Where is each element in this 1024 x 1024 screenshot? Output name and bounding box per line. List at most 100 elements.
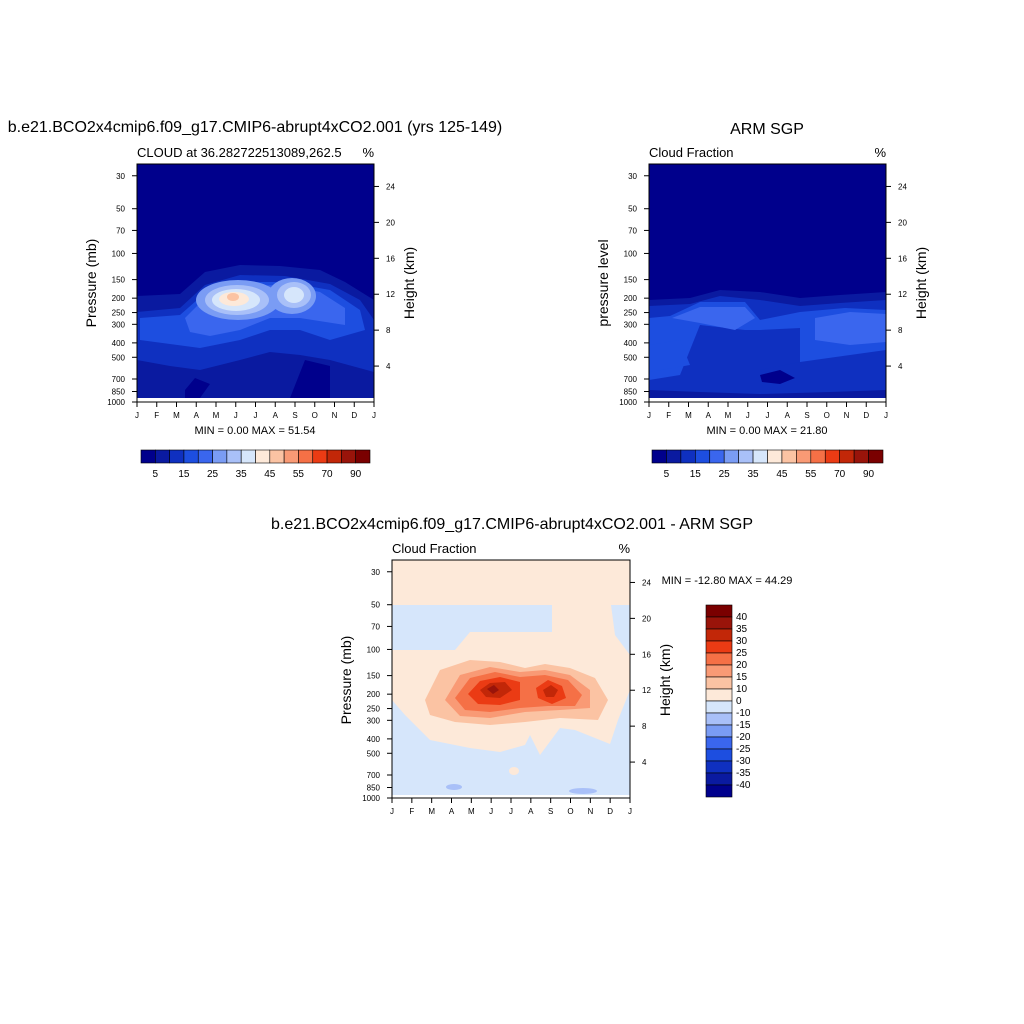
colorbar-box <box>781 449 797 464</box>
x-tick-label: D <box>351 411 357 420</box>
y-tick-label: 250 <box>112 309 126 318</box>
panel-obs-units: % <box>874 145 886 160</box>
y-right-tick-label: 24 <box>386 182 395 191</box>
panel-model-units: % <box>362 145 374 160</box>
y-tick-label: 300 <box>624 320 638 329</box>
colorbar-label: 25 <box>207 469 219 480</box>
colorbar-box <box>212 449 228 464</box>
panel-model-ylabel: Pressure (mb) <box>83 239 99 328</box>
y-right-tick-label: 16 <box>386 254 395 263</box>
colorbar-label: 5 <box>664 469 670 480</box>
colorbar-box <box>705 664 733 678</box>
colorbar-box <box>705 604 733 618</box>
x-tick-label: D <box>863 411 869 420</box>
colorbar-label: 55 <box>805 469 817 480</box>
colorbar-label: -10 <box>736 708 751 719</box>
colorbar-label: 90 <box>863 469 875 480</box>
colorbar-box <box>705 772 733 786</box>
colorbar-box <box>705 712 733 726</box>
x-tick-label: A <box>785 411 791 420</box>
x-tick-label: A <box>273 411 279 420</box>
y-right-tick-label: 4 <box>898 362 903 371</box>
x-tick-label: J <box>254 411 258 420</box>
panel-obs-title: ARM SGP <box>730 121 804 138</box>
y-tick-label: 150 <box>112 276 126 285</box>
panel-model-subtitle: CLOUD at 36.282722513089,262.5 <box>137 145 342 160</box>
x-tick-label: F <box>666 411 671 420</box>
colorbar-label: 90 <box>350 469 362 480</box>
panel-obs-field <box>649 164 886 402</box>
panel-model-minmax: MIN = 0.00 MAX = 51.54 <box>194 425 315 437</box>
y-tick-label: 250 <box>367 705 381 714</box>
colorbar-label: -30 <box>736 756 751 767</box>
colorbar-label: 55 <box>293 469 305 480</box>
panel-diff-ylabel: Pressure (mb) <box>338 636 354 725</box>
x-tick-label: O <box>567 807 573 816</box>
x-tick-label: A <box>194 411 200 420</box>
colorbar-label: 5 <box>153 469 159 480</box>
x-tick-label: A <box>706 411 712 420</box>
y-tick-label: 70 <box>628 226 637 235</box>
colorbar-box <box>723 449 739 464</box>
panel-model-ylabel-right: Height (km) <box>401 247 417 319</box>
y-right-tick-label: 24 <box>898 182 907 191</box>
colorbar-box <box>155 449 170 464</box>
colorbar-box <box>298 449 314 464</box>
y-right-tick-label: 4 <box>386 362 391 371</box>
colorbar-box <box>226 449 242 464</box>
colorbar-box <box>680 449 696 464</box>
y-right-tick-label: 12 <box>386 290 395 299</box>
y-right-tick-label: 12 <box>642 686 651 695</box>
colorbar-box <box>326 449 342 464</box>
colorbar-label: 20 <box>736 660 748 671</box>
x-tick-label: J <box>766 411 770 420</box>
colorbar-label: 15 <box>690 469 702 480</box>
colorbar-box <box>341 449 356 464</box>
panel-model-colorbar: 5 15 25 35 45 55 70 90 <box>140 449 371 480</box>
colorbar-box <box>183 449 199 464</box>
y-tick-label: 100 <box>624 249 638 258</box>
panel-diff: b.e21.BCO2x4cmip6.f09_g17.CMIP6-abrupt4x… <box>271 516 792 816</box>
x-tick-label: M <box>173 411 180 420</box>
y-tick-label: 1000 <box>619 398 637 407</box>
y-right-tick-label: 8 <box>898 326 903 335</box>
colorbar-label: 70 <box>834 469 846 480</box>
colorbar-label: -20 <box>736 732 751 743</box>
colorbar-box <box>824 449 840 464</box>
y-right-tick-label: 16 <box>898 254 907 263</box>
y-right-tick-label: 4 <box>642 758 647 767</box>
y-tick-label: 400 <box>367 735 381 744</box>
y-tick-label: 50 <box>116 205 125 214</box>
colorbar-box <box>853 449 869 464</box>
y-right-tick-label: 8 <box>386 326 391 335</box>
y-tick-label: 850 <box>624 388 638 397</box>
colorbar-box <box>283 449 299 464</box>
y-tick-label: 150 <box>624 276 638 285</box>
colorbar-label: 45 <box>264 469 276 480</box>
x-tick-label: F <box>409 807 414 816</box>
y-tick-label: 50 <box>628 205 637 214</box>
colorbar-box <box>355 449 371 464</box>
y-tick-label: 500 <box>367 749 381 758</box>
colorbar-box <box>839 449 855 464</box>
colorbar-label: 40 <box>736 612 748 623</box>
x-tick-label: M <box>468 807 475 816</box>
x-tick-label: S <box>292 411 297 420</box>
colorbar-box <box>240 449 256 464</box>
y-tick-label: 1000 <box>107 398 125 407</box>
x-tick-label: D <box>607 807 613 816</box>
colorbar-box <box>705 700 733 714</box>
colorbar-box <box>651 449 667 464</box>
y-right-tick-label: 20 <box>898 218 907 227</box>
colorbar-box <box>705 688 733 702</box>
y-tick-label: 700 <box>112 375 126 384</box>
y-tick-label: 30 <box>628 172 637 181</box>
x-tick-label: N <box>587 807 593 816</box>
y-tick-label: 850 <box>112 388 126 397</box>
colorbar-box <box>738 449 754 464</box>
y-right-tick-label: 20 <box>642 614 651 623</box>
colorbar-label: 35 <box>748 469 760 480</box>
y-right-tick-label: 12 <box>898 290 907 299</box>
